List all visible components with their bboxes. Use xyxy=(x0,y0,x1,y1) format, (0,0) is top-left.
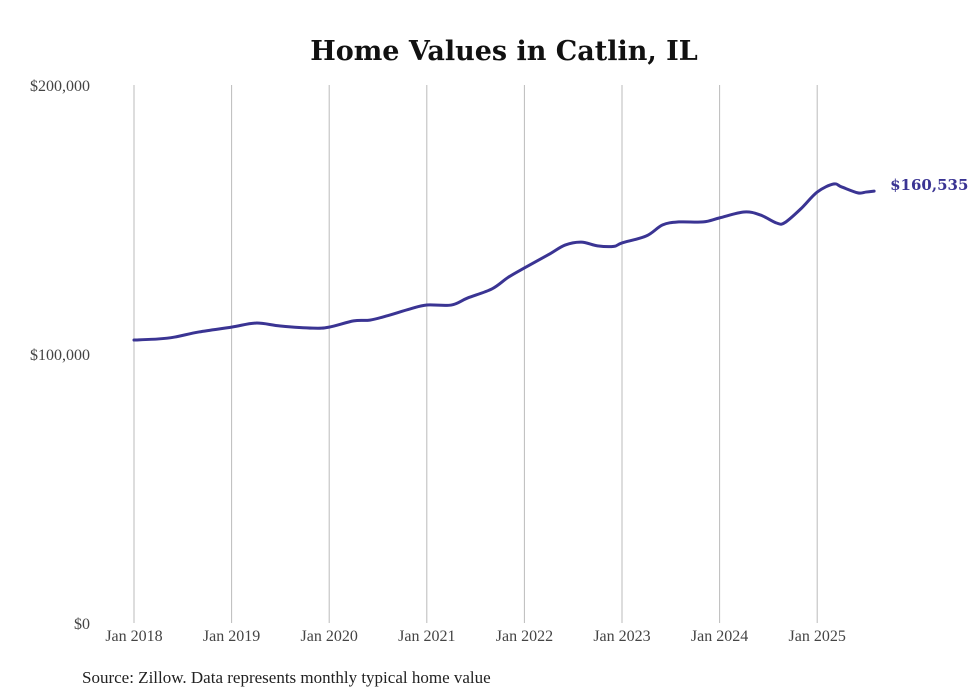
x-tick-label: Jan 2020 xyxy=(301,628,358,645)
line-chart: Home Values in Catlin, IL $0 $100,000 $200… xyxy=(30,36,968,645)
y-tick-label: $100,000 xyxy=(30,347,90,364)
x-tick-label: Jan 2024 xyxy=(691,628,748,645)
x-tick-label: Jan 2025 xyxy=(789,628,846,645)
source-note: Source: Zillow. Data represents monthly … xyxy=(82,668,491,687)
x-tick-label: Jan 2018 xyxy=(105,628,162,645)
end-value-label: $160,535 xyxy=(890,176,968,194)
x-tick-label: Jan 2021 xyxy=(398,628,455,645)
x-tick-label: Jan 2022 xyxy=(496,628,553,645)
x-tick-label: Jan 2019 xyxy=(203,628,260,645)
y-tick-label: $0 xyxy=(74,616,90,633)
chart-title: Home Values in Catlin, IL xyxy=(310,36,698,67)
series-line xyxy=(132,182,876,342)
y-tick-label: $200,000 xyxy=(30,78,90,95)
x-tick-label: Jan 2023 xyxy=(593,628,650,645)
